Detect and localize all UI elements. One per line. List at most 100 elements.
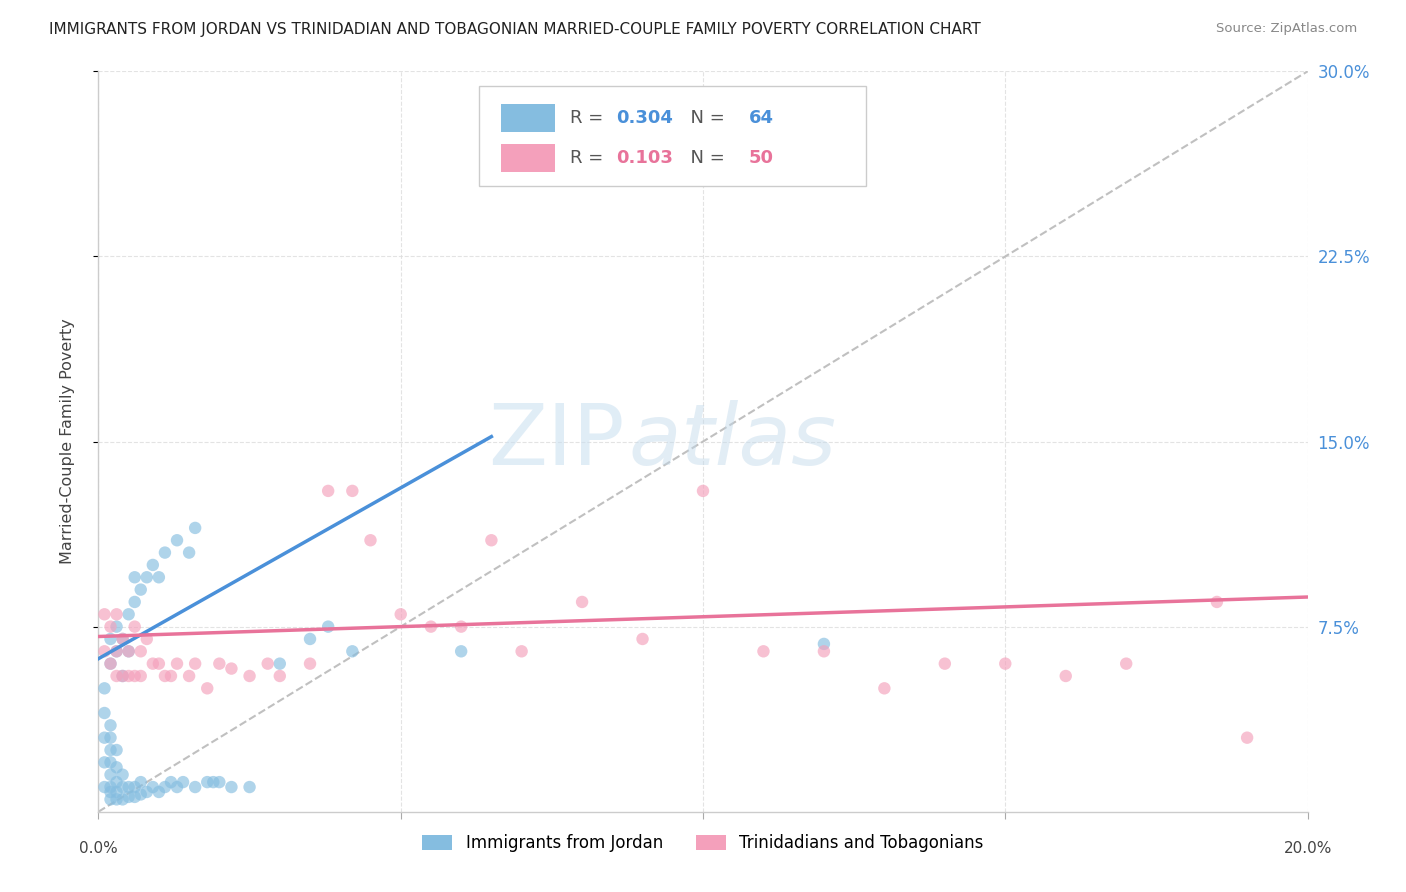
Point (208, 657, 231, 671)
Point (105, 775, 128, 789)
Point (100, 619, 122, 633)
Text: atlas: atlas (628, 400, 837, 483)
Point (342, 644, 364, 658)
Point (148, 570, 170, 584)
Point (100, 780, 122, 794)
Point (118, 789, 141, 804)
Point (100, 756, 122, 770)
Point (100, 731, 122, 745)
Point (184, 521, 207, 535)
Point (420, 619, 443, 633)
FancyBboxPatch shape (501, 104, 555, 132)
Point (202, 775, 225, 789)
Point (105, 644, 128, 658)
Point (124, 595, 146, 609)
Text: 20.0%: 20.0% (1284, 841, 1331, 856)
Point (481, 533, 503, 548)
Text: N =: N = (679, 149, 730, 167)
Point (813, 637, 835, 651)
Point (129, 788, 152, 802)
Point (299, 632, 322, 646)
Point (100, 657, 122, 671)
Point (93, 681, 115, 696)
Point (269, 669, 291, 683)
Point (342, 483, 364, 498)
Text: 0.103: 0.103 (616, 149, 673, 167)
Point (111, 780, 134, 794)
Text: Source: ZipAtlas.com: Source: ZipAtlas.com (1216, 22, 1357, 36)
Point (100, 657, 122, 671)
Point (160, 775, 183, 789)
Point (166, 657, 188, 671)
Point (813, 644, 835, 658)
Text: R =: R = (569, 149, 609, 167)
Point (129, 644, 152, 658)
Point (100, 743, 122, 757)
Point (111, 792, 134, 806)
Point (184, 780, 207, 794)
Point (100, 767, 122, 781)
Point (118, 669, 141, 683)
Point (1115, 657, 1137, 671)
Point (105, 619, 128, 633)
Point (148, 785, 170, 799)
Point (100, 792, 122, 806)
Point (172, 775, 194, 789)
Point (752, 644, 775, 658)
Point (111, 669, 134, 683)
Point (111, 669, 134, 683)
Text: ZIP: ZIP (488, 400, 624, 483)
FancyBboxPatch shape (479, 87, 866, 186)
Point (100, 632, 122, 646)
Point (142, 657, 165, 671)
Point (316, 619, 339, 633)
Point (100, 785, 122, 799)
Point (994, 657, 1017, 671)
Point (148, 657, 170, 671)
Point (239, 669, 262, 683)
Text: 64: 64 (749, 109, 773, 128)
Point (124, 669, 146, 683)
Text: 50: 50 (749, 149, 773, 167)
Point (153, 669, 176, 683)
Point (184, 657, 207, 671)
Y-axis label: Married-Couple Family Poverty: Married-Couple Family Poverty (60, 318, 75, 565)
Point (93, 706, 115, 720)
Point (389, 607, 412, 622)
Point (179, 669, 201, 683)
Point (129, 669, 152, 683)
Point (124, 570, 146, 584)
Point (221, 662, 243, 676)
Point (631, 632, 654, 646)
Point (195, 775, 218, 789)
Point (118, 644, 141, 658)
Text: R =: R = (569, 109, 609, 128)
Point (166, 780, 188, 794)
Point (118, 780, 141, 794)
Point (195, 681, 218, 696)
Point (111, 632, 134, 646)
Point (124, 780, 146, 794)
Point (124, 619, 146, 633)
Point (93, 731, 115, 745)
Point (118, 607, 141, 622)
Point (166, 533, 188, 548)
Point (105, 743, 128, 757)
Point (316, 483, 339, 498)
Point (105, 644, 128, 658)
Point (692, 483, 714, 498)
Point (1236, 731, 1258, 745)
Text: IMMIGRANTS FROM JORDAN VS TRINIDADIAN AND TOBAGONIAN MARRIED-COUPLE FAMILY POVER: IMMIGRANTS FROM JORDAN VS TRINIDADIAN AN… (49, 22, 981, 37)
Point (450, 644, 472, 658)
Point (208, 775, 231, 789)
Point (111, 767, 134, 781)
Point (256, 657, 278, 671)
Point (93, 756, 115, 770)
Point (299, 657, 322, 671)
Point (1206, 595, 1229, 609)
Point (269, 657, 291, 671)
Point (510, 644, 533, 658)
Point (105, 785, 128, 799)
Point (179, 546, 201, 560)
Text: 0.304: 0.304 (616, 109, 673, 128)
